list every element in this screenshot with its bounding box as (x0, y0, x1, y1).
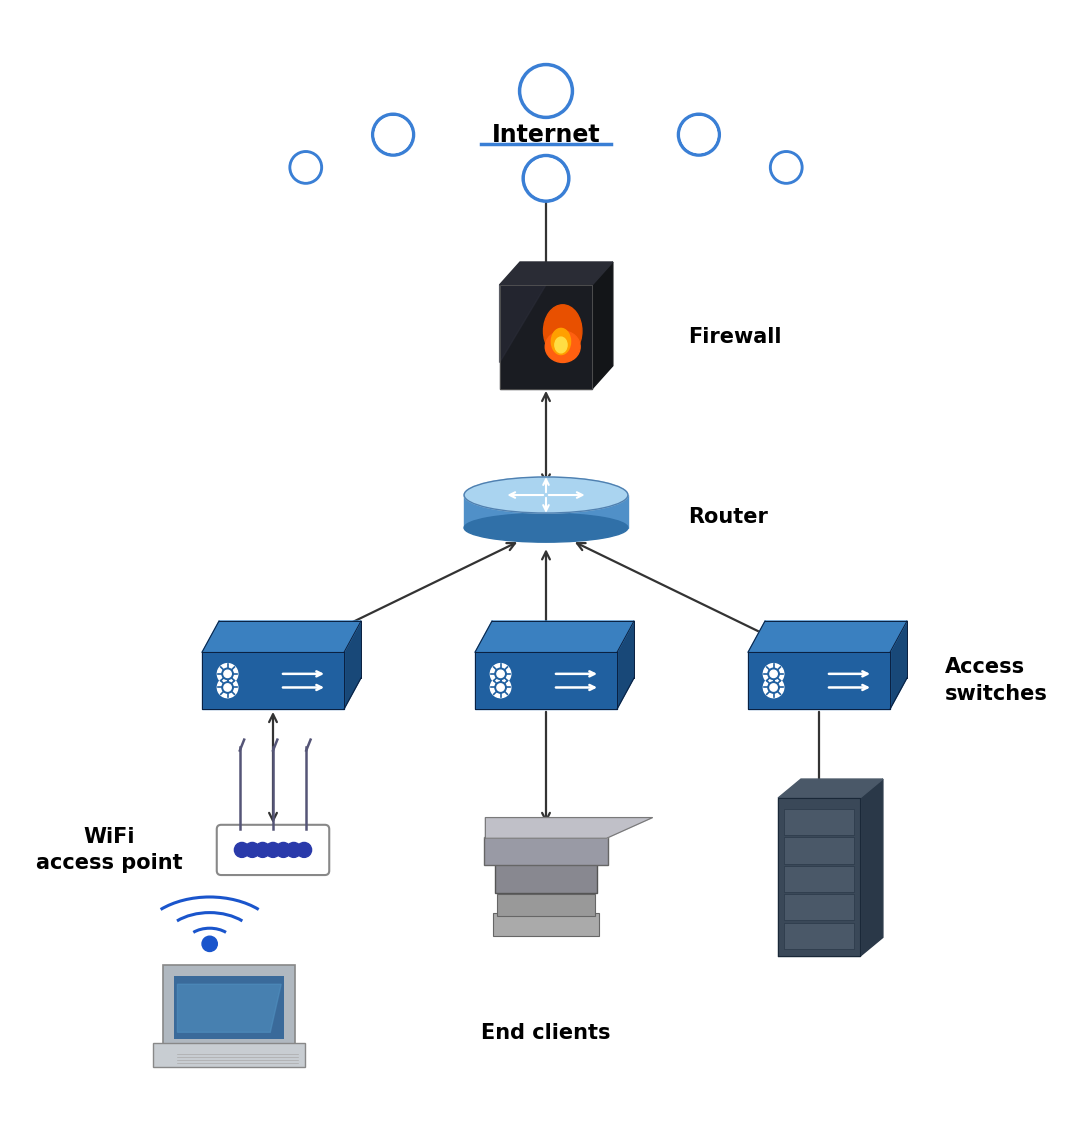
Text: Access
switches: Access switches (945, 658, 1047, 704)
Circle shape (217, 663, 238, 684)
FancyBboxPatch shape (164, 964, 295, 1049)
Ellipse shape (545, 331, 580, 362)
Circle shape (681, 117, 716, 153)
Circle shape (495, 681, 507, 693)
FancyBboxPatch shape (153, 1044, 305, 1067)
FancyBboxPatch shape (784, 866, 854, 892)
Polygon shape (778, 779, 882, 798)
Polygon shape (778, 798, 860, 957)
Circle shape (497, 684, 505, 692)
Polygon shape (592, 261, 613, 388)
Circle shape (495, 668, 507, 679)
Ellipse shape (555, 337, 567, 353)
Circle shape (256, 842, 270, 857)
Polygon shape (500, 261, 613, 285)
Polygon shape (748, 621, 907, 652)
Circle shape (763, 663, 784, 684)
FancyBboxPatch shape (485, 838, 607, 865)
Circle shape (771, 152, 802, 183)
Circle shape (523, 155, 569, 201)
Circle shape (770, 684, 778, 692)
FancyBboxPatch shape (784, 838, 854, 864)
Circle shape (372, 114, 414, 155)
Polygon shape (482, 130, 610, 144)
Text: End clients: End clients (482, 1023, 610, 1044)
Circle shape (222, 681, 234, 693)
Ellipse shape (464, 514, 628, 542)
Circle shape (286, 842, 301, 857)
Circle shape (224, 670, 232, 678)
Circle shape (265, 842, 281, 857)
Polygon shape (890, 621, 907, 709)
Circle shape (222, 668, 234, 679)
Circle shape (770, 670, 778, 678)
Circle shape (290, 152, 321, 183)
Ellipse shape (464, 477, 628, 513)
FancyBboxPatch shape (494, 912, 598, 936)
FancyBboxPatch shape (497, 894, 595, 916)
Circle shape (772, 154, 800, 181)
Circle shape (763, 677, 784, 697)
FancyBboxPatch shape (784, 809, 854, 835)
Polygon shape (860, 779, 882, 957)
Polygon shape (202, 652, 344, 709)
FancyBboxPatch shape (216, 825, 330, 875)
Circle shape (297, 842, 311, 857)
Polygon shape (177, 984, 282, 1032)
Ellipse shape (544, 305, 582, 358)
Circle shape (292, 154, 320, 181)
Polygon shape (748, 652, 890, 709)
Text: Router: Router (688, 507, 768, 526)
Circle shape (523, 68, 569, 114)
Polygon shape (344, 621, 361, 709)
FancyBboxPatch shape (784, 923, 854, 949)
Text: Firewall: Firewall (688, 327, 782, 346)
Text: WiFi
access point: WiFi access point (36, 826, 182, 873)
Circle shape (490, 663, 511, 684)
Circle shape (217, 677, 238, 697)
Circle shape (224, 684, 232, 692)
Polygon shape (500, 285, 592, 388)
Circle shape (768, 668, 780, 679)
Polygon shape (617, 621, 634, 709)
Polygon shape (475, 621, 634, 652)
FancyBboxPatch shape (496, 841, 596, 893)
Text: Internet: Internet (491, 122, 601, 147)
Circle shape (490, 677, 511, 697)
Polygon shape (202, 621, 361, 652)
Circle shape (202, 936, 217, 952)
Circle shape (497, 670, 505, 678)
Circle shape (235, 842, 249, 857)
Polygon shape (485, 817, 653, 838)
Ellipse shape (551, 328, 570, 354)
Circle shape (520, 65, 572, 118)
Circle shape (768, 681, 780, 693)
Circle shape (245, 842, 260, 857)
FancyBboxPatch shape (175, 976, 284, 1039)
FancyBboxPatch shape (464, 495, 628, 528)
Circle shape (526, 158, 566, 198)
Circle shape (678, 114, 720, 155)
Circle shape (276, 842, 290, 857)
Circle shape (376, 117, 411, 153)
Polygon shape (500, 285, 546, 362)
FancyBboxPatch shape (784, 894, 854, 920)
Polygon shape (475, 652, 617, 709)
